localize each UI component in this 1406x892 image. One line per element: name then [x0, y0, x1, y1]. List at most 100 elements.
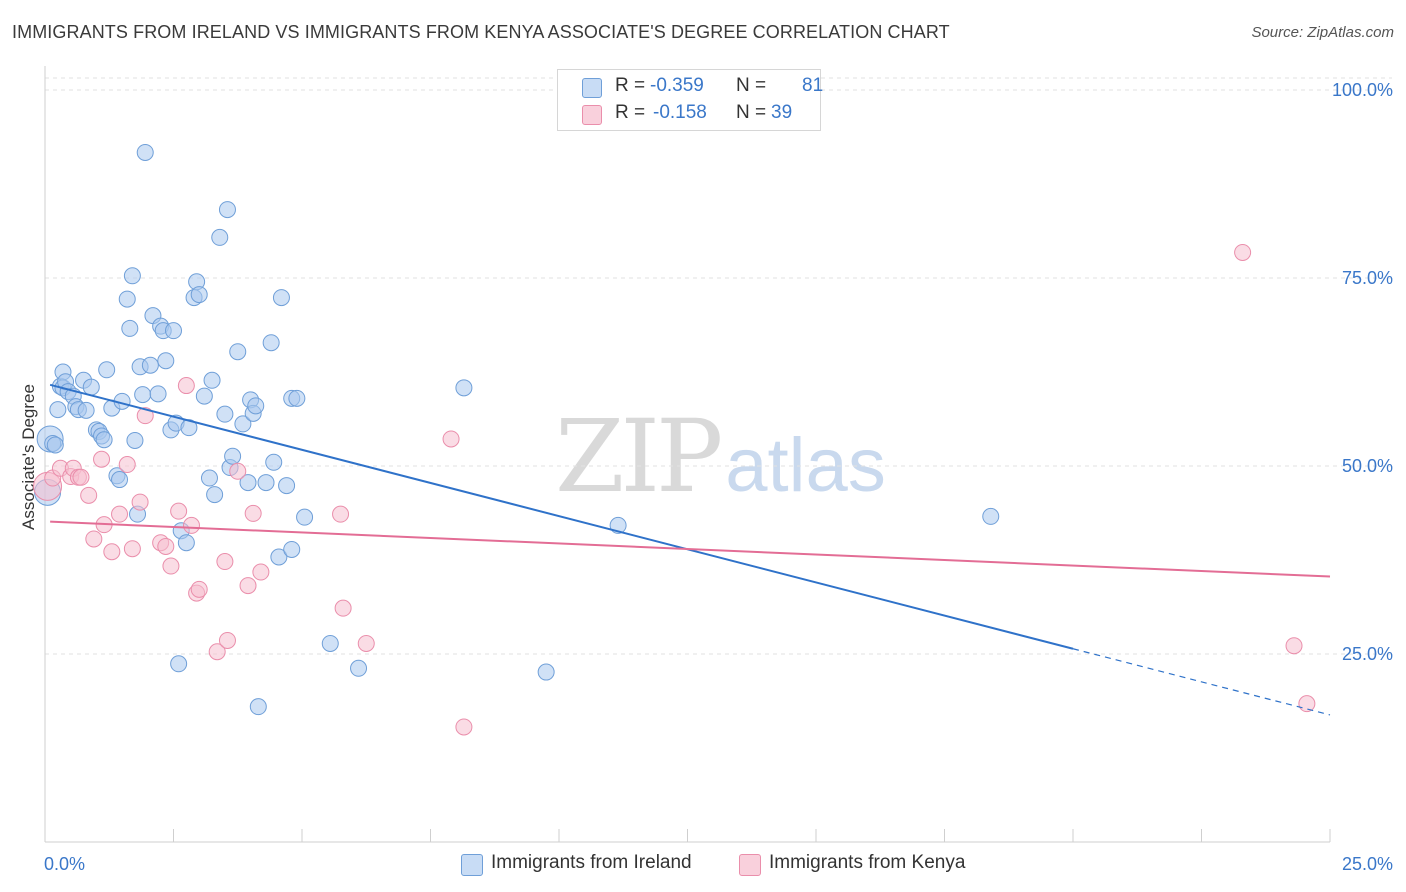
bottom-legend-label-kenya: Immigrants from Kenya [769, 852, 966, 873]
point-ireland-13 [77, 401, 95, 419]
bottom-legend-label-ireland: Immigrants from Ireland [491, 852, 692, 873]
point-kenya-35 [442, 430, 460, 448]
legend-n-value-kenya: 39 [771, 102, 793, 123]
point-ireland-22 [111, 471, 129, 489]
legend-n-value-ireland: 81 [802, 75, 824, 96]
point-ireland-47 [190, 286, 208, 304]
point-ireland-74 [321, 634, 339, 652]
point-ireland-26 [123, 267, 141, 285]
legend-r-value-kenya: -0.158 [653, 102, 707, 123]
point-kenya-38 [1285, 637, 1303, 655]
point-kenya-29 [239, 577, 257, 595]
point-kenya-14 [123, 540, 141, 558]
point-ireland-80 [46, 436, 64, 454]
point-kenya-13 [118, 456, 136, 474]
point-ireland-24 [118, 290, 136, 308]
point-kenya-22 [182, 516, 200, 534]
legend-swatch-kenya [582, 105, 602, 125]
point-kenya-19 [162, 557, 180, 575]
point-ireland-27 [126, 431, 144, 449]
point-ireland-3 [49, 401, 67, 419]
point-ireland-49 [200, 469, 218, 487]
point-ireland-59 [239, 474, 257, 492]
point-ireland-69 [278, 477, 296, 495]
point-kenya-26 [216, 553, 234, 571]
point-ireland-66 [265, 453, 283, 471]
y-tick-label-2: 75.0% [1342, 268, 1393, 288]
point-ireland-32 [141, 356, 159, 374]
point-ireland-53 [216, 405, 234, 423]
bottom-legend-swatch-ireland [461, 854, 483, 876]
point-ireland-73 [296, 508, 314, 526]
legend-swatch-ireland [582, 78, 602, 98]
point-kenya-30 [244, 504, 262, 522]
point-kenya-12 [111, 505, 129, 523]
point-kenya-21 [177, 377, 195, 395]
point-ireland-54 [218, 201, 236, 219]
point-kenya-33 [334, 599, 352, 617]
point-kenya-8 [85, 530, 103, 548]
point-kenya-18 [157, 537, 175, 555]
point-ireland-70 [283, 540, 301, 558]
point-ireland-77 [537, 663, 555, 681]
point-ireland-58 [234, 415, 252, 433]
point-kenya-28 [229, 462, 247, 480]
watermark-zip: ZIP [555, 398, 723, 515]
point-ireland-34 [149, 385, 167, 403]
chart-title: IMMIGRANTS FROM IRELAND VS IMMIGRANTS FR… [12, 22, 950, 42]
point-ireland-52 [211, 228, 229, 246]
point-kenya-20 [170, 502, 188, 520]
x-tick-label-0: 0.0% [44, 854, 85, 874]
point-ireland-37 [157, 352, 175, 370]
trendline-ireland [49, 383, 1074, 650]
point-kenya-39 [1298, 695, 1316, 713]
point-ireland-63 [249, 698, 267, 716]
legend-n-label-kenya: N = [736, 102, 767, 123]
point-ireland-25 [121, 319, 139, 337]
point-ireland-56 [224, 447, 242, 465]
point-kenya-15 [131, 493, 149, 511]
point-kenya-32 [332, 505, 350, 523]
y-axis-label: Associate's Degree [19, 384, 38, 530]
point-kenya-37 [1234, 243, 1252, 261]
point-kenya-11 [103, 543, 121, 561]
point-ireland-50 [203, 371, 221, 389]
stats-legend: R = -0.359 N = 81 R = -0.158 N = 39 [557, 69, 824, 131]
watermark: ZIPatlas [555, 398, 886, 515]
legend-r-label-ireland: R = [615, 75, 646, 96]
point-ireland-72 [288, 389, 306, 407]
y-tick-label-0: 25.0% [1342, 644, 1393, 664]
legend-r-value-ireland: -0.359 [650, 75, 704, 96]
point-kenya-16 [136, 407, 154, 425]
trendline-kenya [50, 520, 1331, 578]
point-ireland-76 [455, 379, 473, 397]
point-ireland-57 [229, 343, 247, 361]
x-tick-label-1: 25.0% [1342, 854, 1393, 874]
point-ireland-67 [272, 289, 290, 307]
point-ireland-39 [165, 322, 182, 340]
point-ireland-79 [982, 507, 1000, 525]
point-ireland-31 [136, 143, 154, 161]
point-ireland-43 [177, 534, 195, 552]
trendline-ireland-extension [1072, 648, 1331, 716]
point-ireland-41 [170, 655, 188, 673]
point-kenya-31 [252, 563, 270, 581]
point-kenya-7 [80, 486, 98, 504]
point-ireland-30 [134, 386, 152, 404]
point-ireland-64 [257, 474, 275, 492]
point-kenya-27 [218, 631, 236, 649]
point-ireland-48 [195, 387, 213, 405]
legend-n-label-ireland: N = [736, 75, 767, 96]
legend-r-label-kenya: R = [615, 102, 646, 123]
y-tick-label-3: 100.0% [1332, 80, 1393, 100]
point-kenya-25 [208, 643, 226, 661]
bottom-legend-swatch-kenya [739, 854, 761, 876]
y-tick-label-1: 50.0% [1342, 456, 1393, 476]
watermark-atlas: atlas [725, 423, 886, 508]
point-ireland-62 [247, 397, 265, 415]
source-label: Source: ZipAtlas.com [1251, 24, 1394, 41]
point-ireland-65 [262, 334, 280, 352]
point-ireland-18 [95, 431, 113, 449]
point-ireland-19 [98, 361, 116, 379]
